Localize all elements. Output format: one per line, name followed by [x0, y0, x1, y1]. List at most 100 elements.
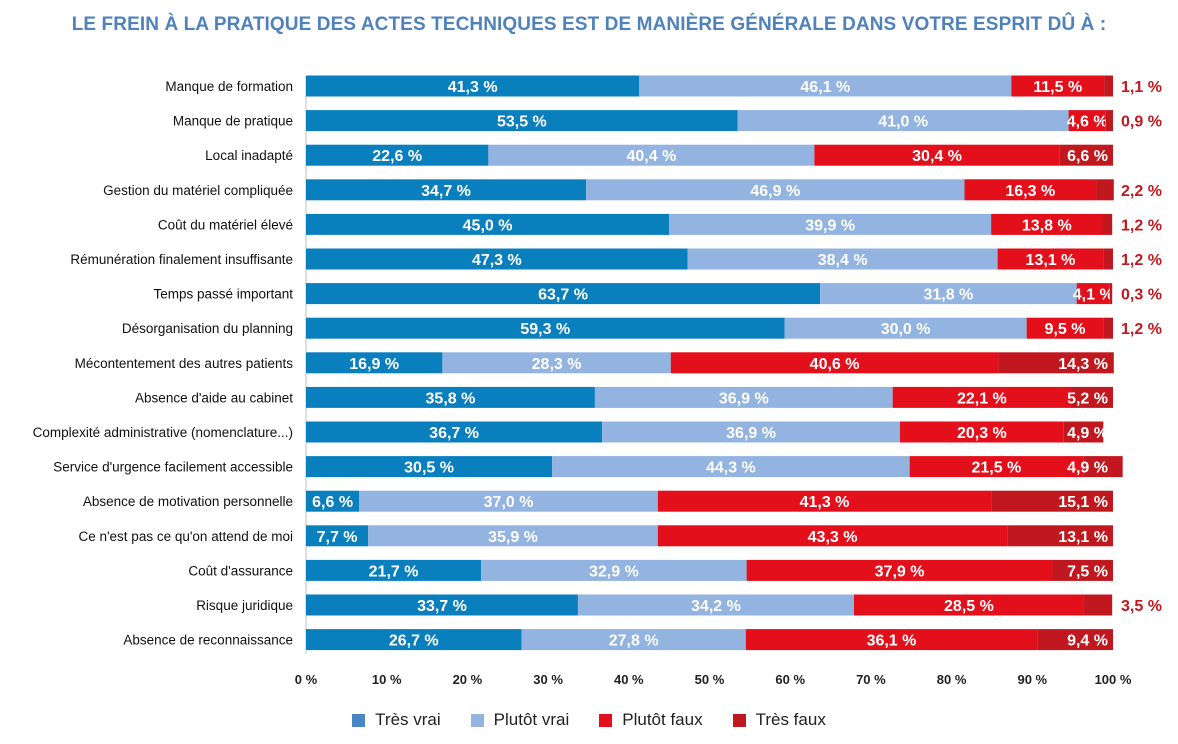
bar-segment — [1037, 629, 1113, 651]
data-label: 7,7 % — [317, 529, 358, 546]
data-label: 0,9 % — [1121, 114, 1162, 131]
bar-segment — [306, 248, 688, 270]
bar-segment — [1059, 144, 1113, 166]
data-label: 9,4 % — [1067, 633, 1108, 650]
bar-segment — [1076, 283, 1110, 305]
x-tick-label: 50 % — [695, 672, 725, 687]
bar-segment — [991, 213, 1103, 235]
bar-segment — [552, 456, 910, 478]
data-label: 30,4 % — [912, 148, 962, 165]
data-label: 44,3 % — [706, 460, 756, 477]
data-label: 21,7 % — [369, 563, 419, 580]
data-label: 43,3 % — [808, 529, 858, 546]
data-label: 37,9 % — [875, 563, 925, 580]
bar-segment — [306, 594, 578, 616]
category-label: Désorganisation du planning — [122, 321, 293, 336]
data-label: 4,1 % — [1073, 287, 1114, 304]
legend-swatch-plutot-faux — [599, 713, 613, 727]
bar-segment — [1063, 421, 1104, 443]
x-tick-label: 30 % — [533, 672, 563, 687]
category-label: Coût d'assurance — [188, 563, 293, 578]
category-label: Rémunération finalement insuffisante — [70, 252, 293, 267]
bar-segment — [814, 144, 1060, 166]
x-tick-label: 0 % — [295, 672, 318, 687]
category-label: Absence d'aide au cabinet — [135, 390, 293, 405]
bar-segment — [892, 386, 1072, 408]
category-label: Temps passé important — [153, 287, 293, 302]
bar-segment — [909, 456, 1084, 478]
data-label: 13,1 % — [1026, 252, 1076, 269]
bar-segment — [746, 559, 1053, 581]
bar-segment — [306, 75, 640, 97]
data-label: 34,2 % — [691, 598, 741, 615]
bar-segment — [1104, 75, 1113, 97]
data-label: 13,8 % — [1022, 217, 1072, 234]
data-label: 1,2 % — [1121, 321, 1162, 338]
bar-segment — [1105, 110, 1113, 132]
data-label: 30,5 % — [404, 460, 454, 477]
data-label: 20,3 % — [957, 425, 1007, 442]
data-label: 11,5 % — [1033, 79, 1082, 96]
x-tick-label: 40 % — [614, 672, 644, 687]
bar-segment — [657, 490, 992, 512]
bar-segment — [368, 525, 658, 547]
bar-segment — [306, 179, 587, 201]
category-label: Local inadapté — [205, 148, 293, 163]
bar-segment — [1011, 75, 1105, 97]
bar-segment — [899, 421, 1064, 443]
bar-segment — [306, 421, 603, 443]
data-label: 34,7 % — [421, 183, 471, 200]
category-label: Mécontentement des autres patients — [75, 356, 294, 371]
bar-segment — [745, 629, 1038, 651]
category-label: Ce n'est pas ce qu'on attend de moi — [78, 529, 293, 544]
data-label: 26,7 % — [389, 633, 439, 650]
bar-segment — [586, 179, 965, 201]
bar-segment — [306, 559, 482, 581]
data-label: 16,9 % — [349, 356, 399, 373]
data-label: 59,3 % — [520, 321, 570, 338]
bar-segment — [306, 352, 443, 374]
data-label: 46,1 % — [800, 79, 850, 96]
bar-segment — [1103, 317, 1113, 339]
bar-segment — [657, 525, 1008, 547]
data-label: 28,5 % — [944, 598, 994, 615]
data-label: 21,5 % — [971, 460, 1021, 477]
data-label: 30,0 % — [881, 321, 931, 338]
data-label: 9,5 % — [1045, 321, 1086, 338]
bar-segment — [964, 179, 1097, 201]
data-label: 6,6 % — [1067, 148, 1108, 165]
bar-segment — [853, 594, 1084, 616]
data-label: 41,3 % — [800, 494, 850, 511]
legend-swatch-tres-faux — [732, 713, 746, 727]
bar-segment — [1109, 283, 1113, 305]
data-label: 53,5 % — [497, 114, 547, 131]
data-label: 28,3 % — [532, 356, 582, 373]
bar-segment — [1071, 386, 1113, 408]
data-label: 36,7 % — [429, 425, 479, 442]
category-label: Coût du matériel élevé — [158, 217, 293, 232]
legend: Très vrai Plutôt vrai Plutôt faux Très f… — [0, 710, 1178, 730]
bar-segment — [306, 283, 821, 305]
legend-item-tres-vrai: Très vrai — [352, 710, 441, 730]
bar-segment — [1096, 179, 1114, 201]
legend-swatch-tres-vrai — [352, 713, 366, 727]
data-label: 1,2 % — [1121, 217, 1162, 234]
data-label: 33,7 % — [417, 598, 467, 615]
bar-segment — [306, 525, 369, 547]
data-label: 31,8 % — [923, 287, 973, 304]
bar-segment — [602, 421, 900, 443]
bar-segment — [306, 110, 738, 132]
x-tick-label: 80 % — [937, 672, 967, 687]
data-label: 46,9 % — [750, 183, 800, 200]
bar-segment — [737, 110, 1069, 132]
bar-segment — [1102, 213, 1113, 235]
bar-segment — [306, 386, 595, 408]
data-label: 27,8 % — [609, 633, 659, 650]
data-label: 47,3 % — [472, 252, 522, 269]
x-tick-label: 100 % — [1095, 672, 1132, 687]
x-tick-label: 90 % — [1017, 672, 1047, 687]
bar-segment — [306, 490, 360, 512]
data-label: 7,5 % — [1067, 563, 1108, 580]
data-label: 35,9 % — [488, 529, 538, 546]
category-label: Service d'urgence facilement accessible — [53, 460, 293, 475]
